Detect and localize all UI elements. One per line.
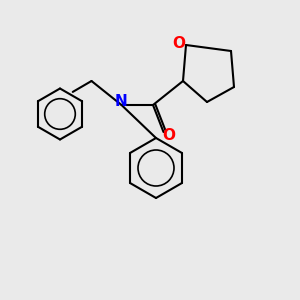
Text: O: O bbox=[162, 128, 176, 142]
Text: N: N bbox=[115, 94, 128, 109]
Text: O: O bbox=[172, 36, 185, 51]
